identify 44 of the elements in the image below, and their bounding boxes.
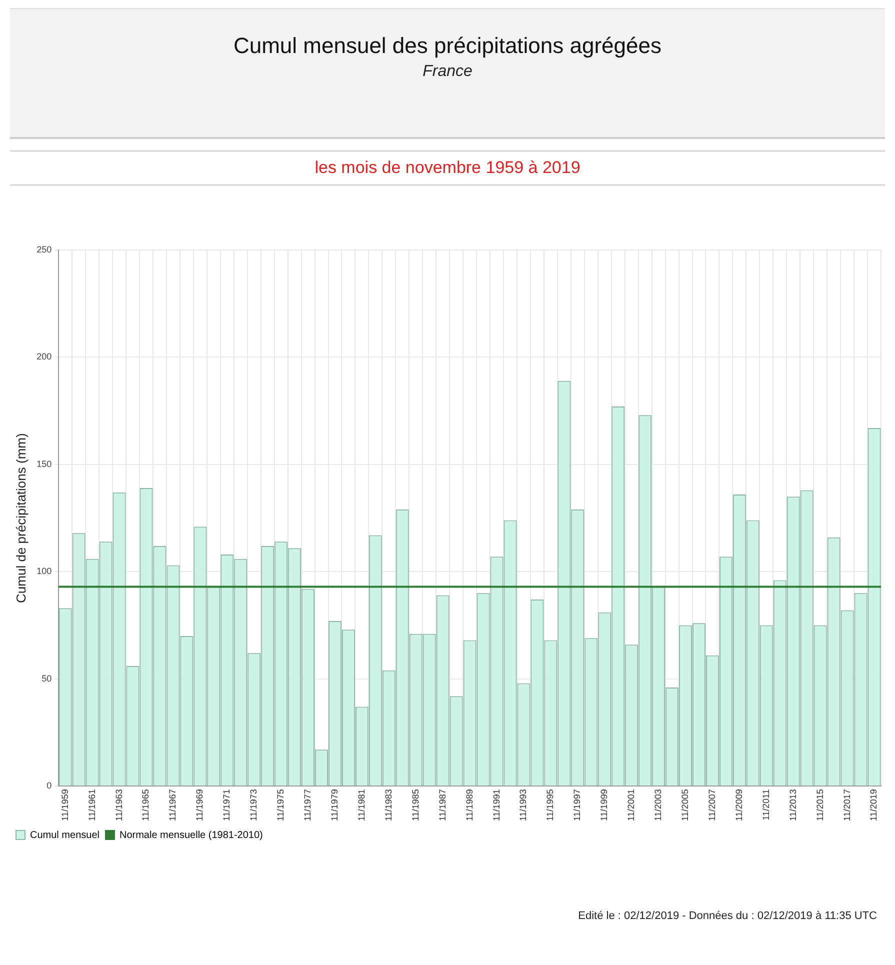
x-tick-label: 11/1973 (248, 789, 259, 822)
y-tick-label: 0 (46, 780, 52, 791)
x-tick-label: 11/2003 (653, 789, 664, 822)
x-tick-label: 11/1975 (276, 789, 286, 822)
x-tick-label: 11/1963 (114, 789, 124, 822)
x-tick-label: 11/1999 (599, 789, 610, 822)
x-tick-label: 11/1961 (86, 789, 97, 822)
y-tick-label: 200 (36, 352, 52, 362)
x-tick-label: 11/2007 (706, 789, 717, 822)
y-tick-label: 250 (36, 244, 52, 254)
y-tick-label: 50 (42, 673, 52, 684)
x-tick-label: 11/1977 (302, 789, 313, 822)
text: les mois de novembre 1959 à 2019 (10, 150, 885, 186)
x-tick-label: 11/2011 (760, 789, 771, 820)
x-tick-label: 11/1995 (545, 789, 556, 822)
x-tick-label: 11/2009 (734, 789, 744, 822)
x-tick-label: 11/1969 (194, 789, 205, 822)
x-tick-label: 11/1997 (572, 789, 582, 822)
x-tick-label: 11/1993 (518, 789, 528, 822)
x-tick-label: 11/1989 (464, 789, 474, 822)
text: Edité le : 02/12/2019 - Données du : 02/12/2019 à 11:35 UTC (578, 910, 877, 922)
x-tick-label: 11/2005 (680, 789, 690, 822)
x-tick-label: 11/2015 (814, 789, 825, 822)
chart-subtitle: France (422, 63, 474, 81)
x-tick-label: 11/2019 (868, 789, 879, 822)
legend-label: Cumul mensuel (30, 830, 100, 841)
x-tick-label: 11/2001 (626, 789, 636, 822)
x-tick-label: 11/1979 (329, 789, 340, 822)
x-tick-label: 11/2013 (788, 789, 798, 822)
x-tick-label: 11/1981 (356, 789, 366, 822)
y-tick-label: 100 (36, 566, 52, 576)
x-tick-label: 11/1965 (140, 789, 151, 822)
x-tick-label: 11/2017 (842, 789, 852, 822)
x-tick-label: 11/1983 (383, 789, 394, 822)
x-tick-label: 11/1987 (437, 789, 448, 822)
legend-label: Normale mensuelle (1981-2010) (119, 830, 263, 841)
chart-title: Cumul mensuel des précipitations agrégées (232, 33, 662, 59)
x-tick-label: 11/1967 (168, 789, 178, 822)
x-tick-label: 11/1985 (410, 789, 420, 822)
x-tick-label: 11/1959 (60, 789, 70, 822)
x-tick-label: 11/1991 (491, 789, 502, 822)
x-tick-label: 11/1971 (222, 789, 232, 822)
y-tick-label: 150 (36, 458, 52, 469)
y-axis-title: Cumul de précipitations (mm) (13, 433, 28, 603)
